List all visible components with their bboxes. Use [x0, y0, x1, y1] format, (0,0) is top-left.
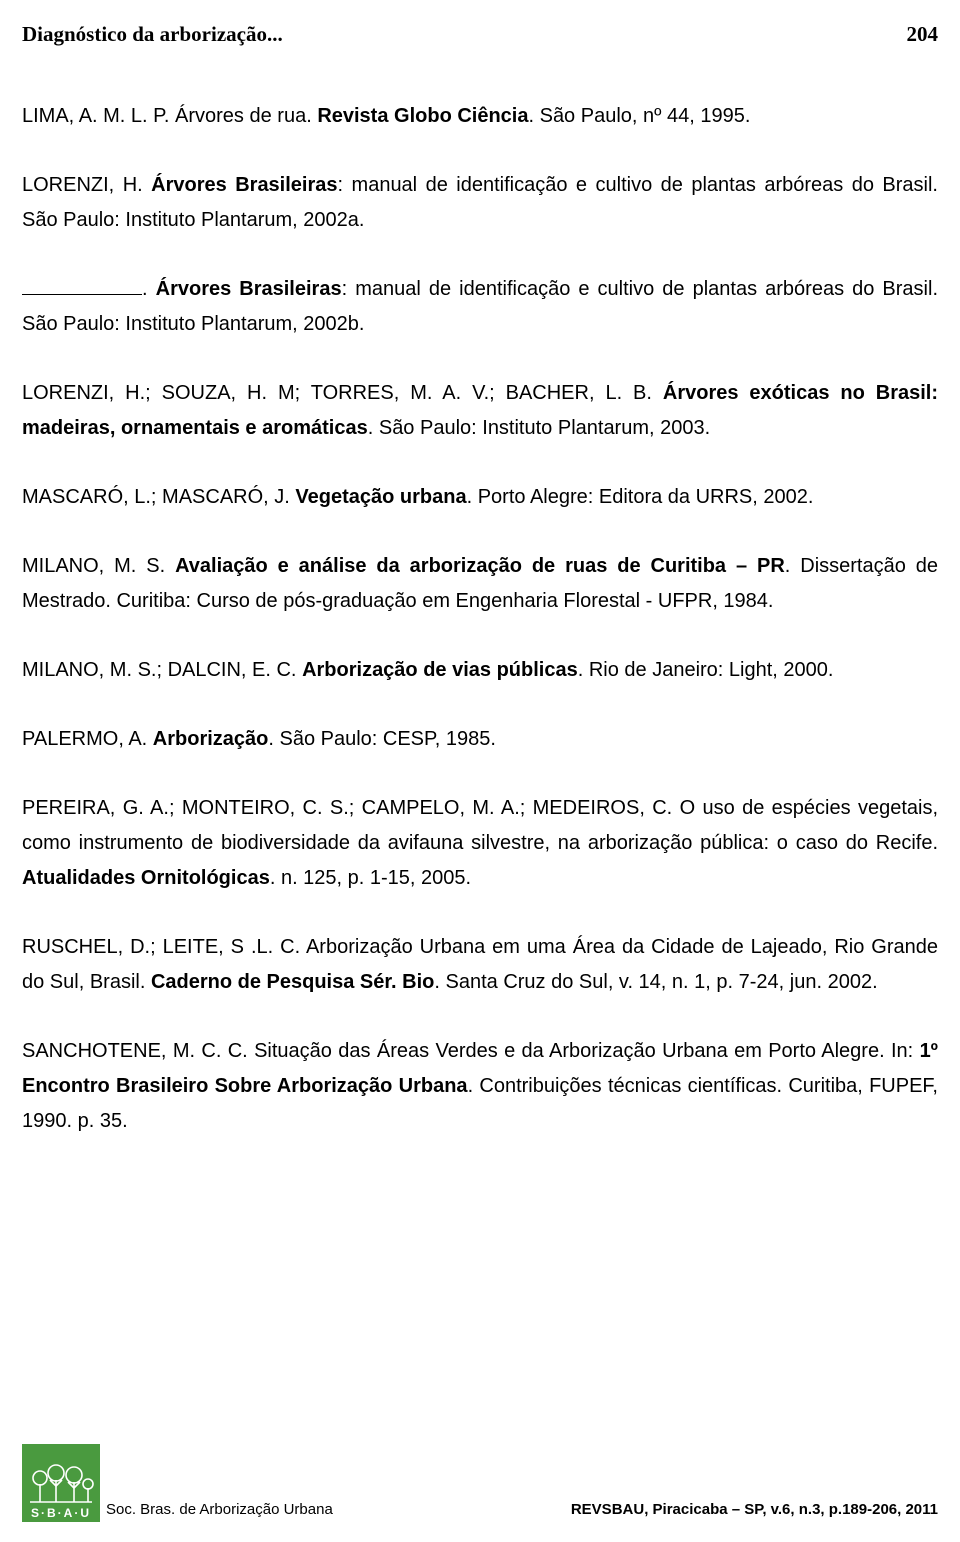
reference-title: Atualidades Ornitológicas — [22, 867, 270, 889]
logo-letters: S·B·A·U — [31, 1506, 91, 1520]
page-number: 204 — [907, 22, 939, 47]
reference-prefix: SANCHOTENE, M. C. C. Situação das Áreas … — [22, 1040, 920, 1062]
reference-title: Caderno de Pesquisa Sér. Bio — [151, 971, 434, 993]
reference-title: Revista Globo Ciência — [317, 105, 528, 127]
reference-prefix: LORENZI, H. — [22, 174, 151, 196]
reference-suffix: . São Paulo: Instituto Plantarum, 2003. — [368, 417, 710, 439]
footer-left: S·B·A·U Soc. Bras. de Arborização Urbana — [22, 1444, 333, 1522]
reference-entry: PALERMO, A. Arborização. São Paulo: CESP… — [22, 722, 938, 757]
page-footer: S·B·A·U Soc. Bras. de Arborização Urbana… — [22, 1444, 938, 1522]
reference-title: Avaliação e análise da arborização de ru… — [175, 555, 785, 577]
page-header: Diagnóstico da arborização... 204 — [22, 22, 938, 47]
reference-prefix: LIMA, A. M. L. P. Árvores de rua. — [22, 105, 317, 127]
reference-title: Árvores Brasileiras — [156, 278, 342, 300]
reference-prefix: LORENZI, H.; SOUZA, H. M; TORRES, M. A. … — [22, 382, 663, 404]
reference-suffix: . n. 125, p. 1-15, 2005. — [270, 867, 471, 889]
reference-entry: MASCARÓ, L.; MASCARÓ, J. Vegetação urban… — [22, 480, 938, 515]
reference-suffix: . Santa Cruz do Sul, v. 14, n. 1, p. 7-2… — [434, 971, 877, 993]
reference-title: Vegetação urbana — [295, 486, 466, 508]
reference-prefix: MILANO, M. S. — [22, 555, 175, 577]
reference-entry: LIMA, A. M. L. P. Árvores de rua. Revist… — [22, 99, 938, 134]
references-list: LIMA, A. M. L. P. Árvores de rua. Revist… — [22, 99, 938, 1139]
footer-left-text: Soc. Bras. de Arborização Urbana — [106, 1501, 333, 1522]
reference-prefix: MASCARÓ, L.; MASCARÓ, J. — [22, 486, 295, 508]
reference-suffix: . Rio de Janeiro: Light, 2000. — [578, 659, 834, 681]
reference-entry: LORENZI, H.; SOUZA, H. M; TORRES, M. A. … — [22, 376, 938, 446]
reference-entry: MILANO, M. S.; DALCIN, E. C. Arborização… — [22, 653, 938, 688]
footer-right-text: REVSBAU, Piracicaba – SP, v.6, n.3, p.18… — [571, 1501, 938, 1522]
reference-entry: PEREIRA, G. A.; MONTEIRO, C. S.; CAMPELO… — [22, 791, 938, 896]
reference-title: Arborização de vias públicas — [302, 659, 578, 681]
reference-entry: RUSCHEL, D.; LEITE, S .L. C. Arborização… — [22, 930, 938, 1000]
reference-entry: LORENZI, H. Árvores Brasileiras: manual … — [22, 168, 938, 238]
logo-trees-icon — [26, 1458, 96, 1506]
reference-entry: . Árvores Brasileiras: manual de identif… — [22, 272, 938, 342]
reference-prefix: PALERMO, A. — [22, 728, 153, 750]
reference-prefix: PEREIRA, G. A.; MONTEIRO, C. S.; CAMPELO… — [22, 797, 938, 854]
reference-title: Árvores Brasileiras — [151, 174, 337, 196]
reference-suffix: . São Paulo, nº 44, 1995. — [528, 105, 750, 127]
reference-prefix: . — [142, 278, 156, 300]
reference-suffix: . Porto Alegre: Editora da URRS, 2002. — [467, 486, 814, 508]
reference-suffix: . São Paulo: CESP, 1985. — [268, 728, 496, 750]
sbau-logo: S·B·A·U — [22, 1444, 100, 1522]
blank-author-line — [22, 294, 142, 295]
reference-title: Arborização — [153, 728, 269, 750]
reference-entry: SANCHOTENE, M. C. C. Situação das Áreas … — [22, 1034, 938, 1139]
reference-entry: MILANO, M. S. Avaliação e análise da arb… — [22, 549, 938, 619]
reference-prefix: MILANO, M. S.; DALCIN, E. C. — [22, 659, 302, 681]
header-title: Diagnóstico da arborização... — [22, 22, 283, 47]
